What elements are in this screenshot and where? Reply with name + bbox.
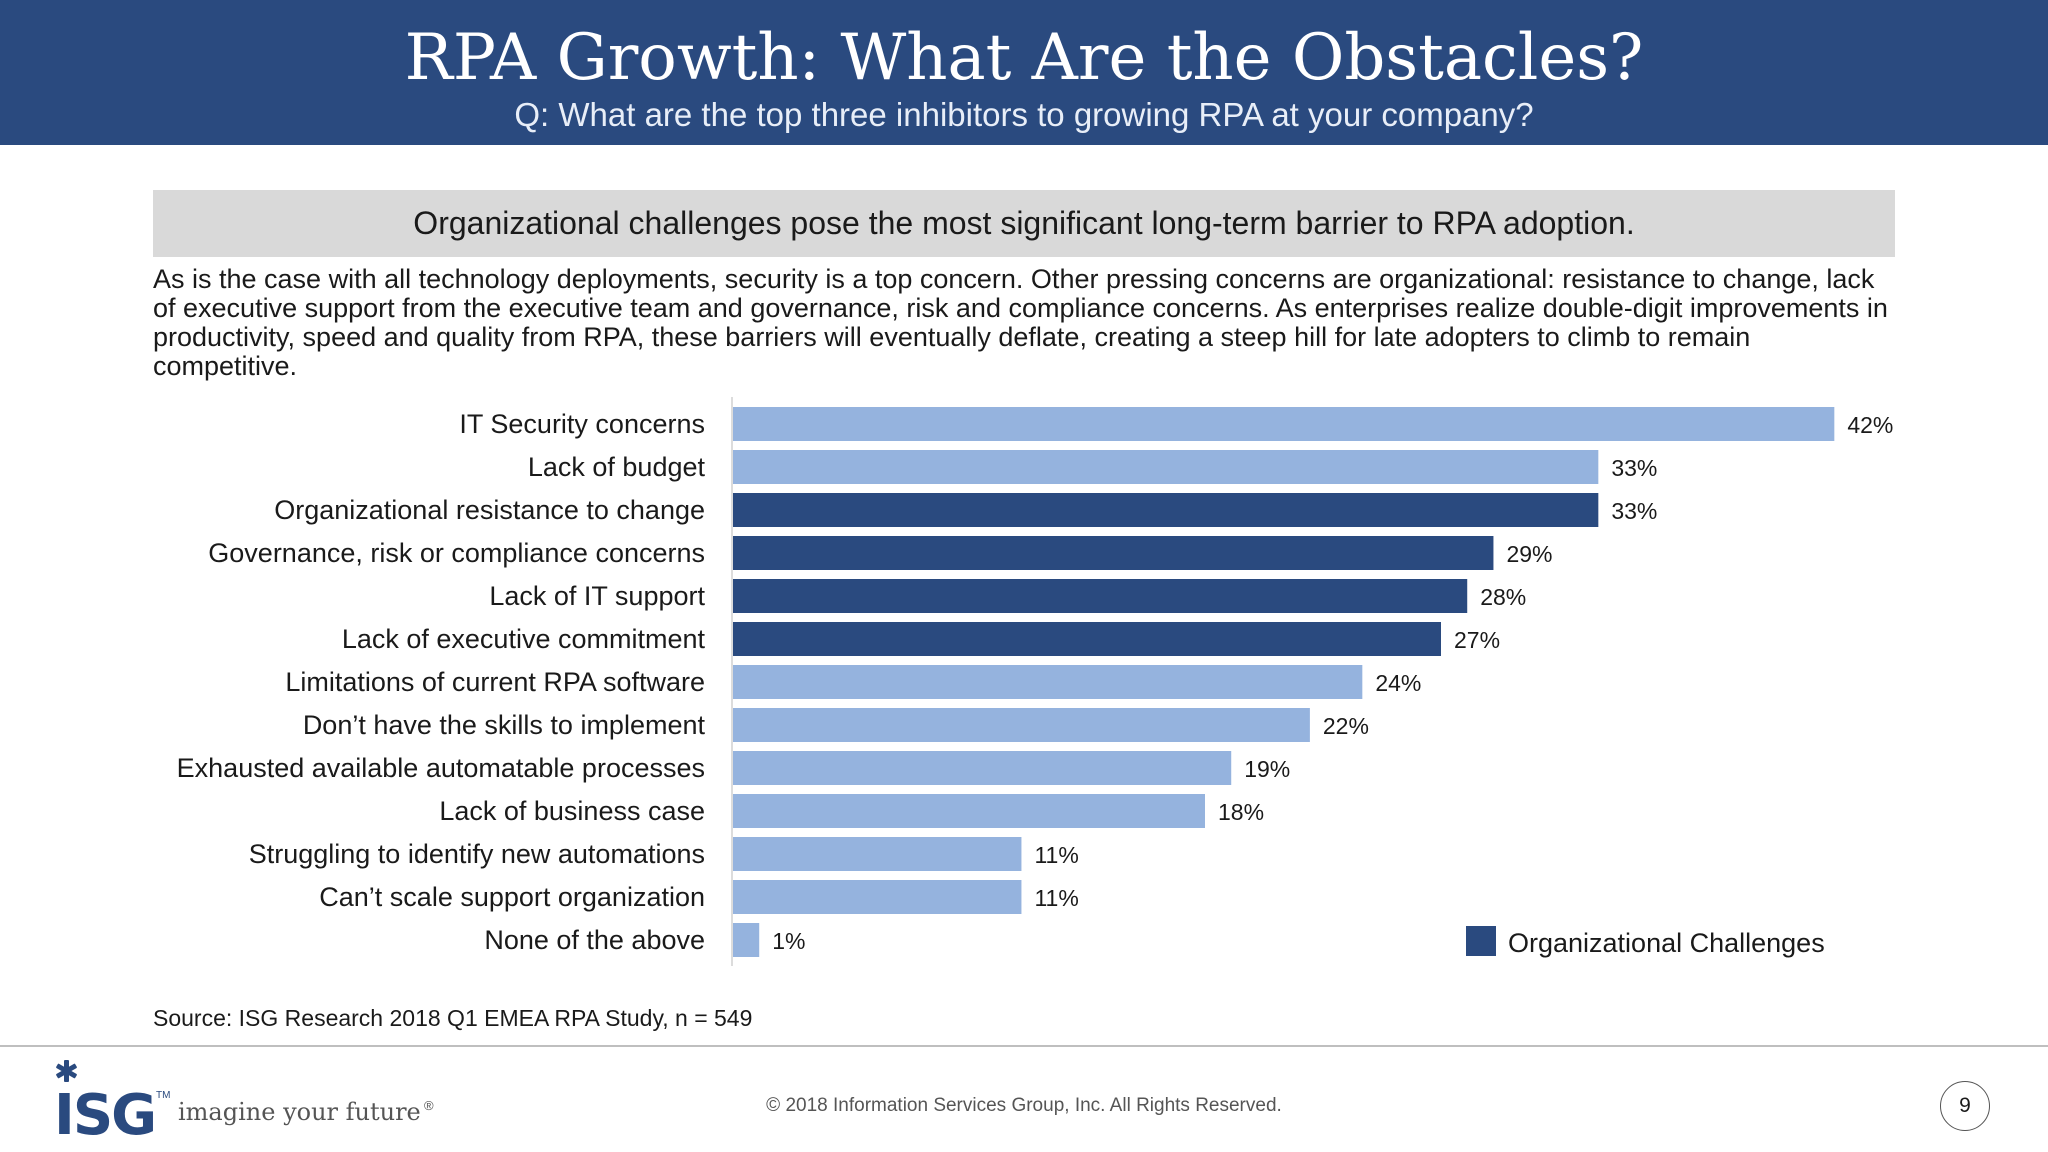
category-label: Exhausted available automatable processe…: [177, 753, 705, 783]
bar: [733, 665, 1363, 699]
logo-wordmark: ISG: [54, 1083, 155, 1138]
data-label: 1%: [772, 928, 805, 954]
data-label: 22%: [1323, 713, 1369, 739]
data-label: 28%: [1480, 584, 1526, 610]
data-label: 42%: [1847, 412, 1893, 438]
slide-title: RPA Growth: What Are the Obstacles?: [404, 21, 1644, 95]
category-label: Limitations of current RPA software: [285, 667, 705, 697]
asterisk-icon: [56, 1060, 77, 1082]
bar: [733, 493, 1599, 527]
bar: [733, 923, 760, 957]
logo-trademark: TM: [156, 1090, 170, 1101]
bar: [733, 579, 1468, 613]
data-label: 11%: [1034, 842, 1078, 868]
data-label: 33%: [1611, 455, 1657, 481]
category-label: None of the above: [484, 925, 705, 955]
data-label: 29%: [1506, 541, 1552, 567]
category-label: Lack of executive commitment: [342, 624, 706, 654]
logo-tagline: imagine your future: [178, 1098, 421, 1126]
category-label: Organizational resistance to change: [274, 495, 705, 525]
legend-label: Organizational Challenges: [1508, 928, 1825, 958]
key-finding-banner: Organizational challenges pose the most …: [153, 190, 1895, 257]
category-label: IT Security concerns: [459, 409, 705, 439]
bar: [733, 407, 1835, 441]
data-label: 33%: [1611, 498, 1657, 524]
bar: [733, 536, 1494, 570]
bar: [733, 837, 1022, 871]
data-label: 19%: [1244, 756, 1290, 782]
logo-registered: ®: [424, 1098, 434, 1113]
bar-chart: IT Security concerns 42% Lack of budget 33%…: [177, 397, 1893, 966]
bar: [733, 622, 1441, 656]
bar: [733, 794, 1205, 828]
category-label: Governance, risk or compliance concerns: [208, 538, 705, 568]
legend-swatch: [1466, 926, 1496, 956]
page-number: 9: [1940, 1081, 1990, 1131]
bar: [733, 450, 1599, 484]
bar: [733, 708, 1310, 742]
category-label: Lack of budget: [528, 452, 706, 482]
bar: [733, 880, 1022, 914]
footer-divider: [0, 1045, 2048, 1047]
data-label: 27%: [1454, 627, 1500, 653]
category-label: Lack of business case: [439, 796, 705, 826]
slide-subtitle: Q: What are the top three inhibitors to …: [514, 96, 1534, 133]
category-label: Can’t scale support organization: [319, 882, 705, 912]
source-note: Source: ISG Research 2018 Q1 EMEA RPA St…: [153, 1005, 753, 1031]
data-label: 24%: [1375, 670, 1421, 696]
category-label: Struggling to identify new automations: [249, 839, 705, 869]
isg-logo: ISG TM imagine your future ®: [54, 1060, 434, 1138]
category-label: Don’t have the skills to implement: [303, 710, 706, 740]
data-label: 18%: [1218, 799, 1264, 825]
category-label: Lack of IT support: [489, 581, 705, 611]
header-band: RPA Growth: What Are the Obstacles? Q: W…: [0, 0, 2048, 145]
bar: [733, 751, 1232, 785]
intro-paragraph: As is the case with all technology deplo…: [153, 264, 1888, 381]
copyright-notice: © 2018 Information Services Group, Inc. …: [766, 1095, 1282, 1116]
data-label: 11%: [1034, 885, 1078, 911]
